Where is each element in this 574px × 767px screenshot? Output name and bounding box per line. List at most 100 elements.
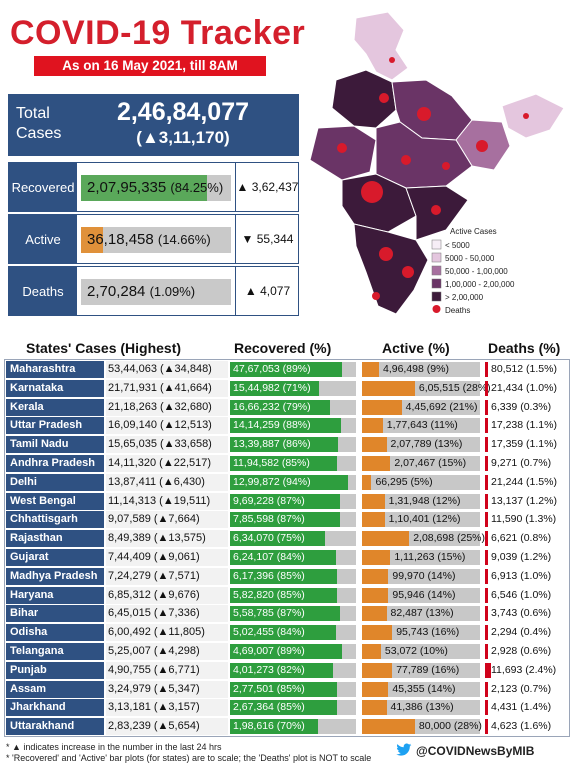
recovered-bar — [230, 474, 356, 490]
summary-row-active: Active 36,18,458 (14.66%) ▼ 55,344 — [8, 214, 299, 264]
table-row: Andhra Pradesh 14,11,320 (▲22,517) 11,94,5… — [6, 455, 568, 473]
state-name: West Bengal — [6, 492, 104, 510]
recovered-bar — [230, 568, 356, 584]
recovered-value: 4,01,273 (82%) — [233, 663, 305, 676]
legend-swatch — [431, 291, 442, 302]
recovered-bar — [230, 681, 356, 697]
active-value: 6,05,515 (28%) — [418, 381, 491, 394]
state-cases: 9,07,589 (▲7,664) — [106, 511, 228, 529]
active-value: 2,07,467 (15%) — [394, 457, 467, 469]
table-row: Rajasthan 8,49,389 (▲13,575) 6,34,070 (75%… — [6, 530, 568, 548]
deaths-value: 9,039 (1.2%) — [491, 551, 552, 563]
recovered-bar — [230, 662, 356, 678]
active-bar-fill — [362, 493, 385, 509]
twitter-handle[interactable]: @COVIDNewsByMIB — [416, 744, 535, 758]
header-deaths: Deaths (%) — [488, 340, 561, 356]
deaths-value: 11,693 (2.4%) — [491, 663, 557, 676]
deaths-value: 80,512 (1.5%) — [491, 363, 557, 375]
state-name: Telangana — [6, 643, 104, 660]
active-bar — [362, 437, 480, 453]
recovered-value: 47,67,053 (89%) — [233, 363, 311, 375]
map-death-circle — [476, 140, 488, 152]
recovered-value: 1,98,616 (70%) — [233, 720, 305, 733]
header-states: States' Cases (Highest) — [26, 340, 182, 356]
state-cases: 53,44,063 (▲34,848) — [106, 361, 228, 378]
legend-deaths-marker — [432, 305, 441, 313]
state-cases: 21,18,263 (▲32,680) — [106, 398, 228, 416]
state-cases: 16,09,140 (▲12,513) — [106, 417, 228, 435]
active-bar-fill — [362, 587, 389, 603]
active-value: 82,487 (13%) — [390, 607, 454, 620]
table-row: Punjab 4,90,755 (▲6,771) 4,01,273 (82%) 77,… — [6, 661, 568, 680]
active-bar — [362, 493, 480, 509]
legend-deaths-label: Deaths — [445, 306, 470, 315]
active-bar — [362, 719, 480, 735]
state-name: Karnataka — [6, 379, 104, 397]
deaths-marker — [485, 700, 488, 716]
active-bar — [362, 625, 480, 641]
recovered-value: 5,02,455 (84%) — [233, 626, 305, 639]
recovered-bar — [230, 625, 356, 641]
summary-bar-fill — [81, 227, 103, 253]
deaths-marker — [485, 437, 488, 453]
active-value: 41,386 (13%) — [390, 701, 454, 714]
recovered-value: 7,85,598 (87%) — [233, 513, 305, 526]
table-row: West Bengal 11,14,313 (▲19,511) 9,69,228 (… — [6, 492, 568, 511]
summary-pct: (14.66%) — [157, 232, 211, 247]
legend-label: 50,000 - 1,00,000 — [445, 267, 508, 276]
table-row: Jharkhand 3,13,181 (▲3,157) 2,67,364 (85%)… — [6, 699, 568, 717]
recovered-bar-fill — [230, 512, 340, 528]
date-banner: As on 16 May 2021, till 8AM — [34, 56, 266, 76]
active-value: 80,000 (28%) — [418, 720, 482, 733]
active-bar-fill — [362, 700, 387, 716]
deaths-marker — [485, 399, 488, 415]
summary-value: 2,70,284 — [87, 283, 146, 300]
recovered-bar — [230, 380, 356, 396]
active-bar-fill — [362, 474, 372, 490]
active-value: 45,355 (14%) — [392, 682, 456, 695]
state-cases: 6,45,015 (▲7,336) — [106, 605, 228, 623]
active-bar-fill — [362, 399, 402, 415]
state-cases: 6,00,492 (▲11,805) — [106, 624, 228, 642]
recovered-bar-fill — [230, 568, 338, 584]
active-value: 1,10,401 (12%) — [388, 513, 461, 526]
state-name: Haryana — [6, 586, 104, 604]
state-cases: 6,85,312 (▲9,676) — [106, 586, 228, 604]
map-regions — [309, 11, 565, 315]
state-name: Madhya Pradesh — [6, 567, 104, 585]
active-bar — [362, 662, 480, 678]
recovered-value: 2,77,501 (85%) — [233, 682, 305, 695]
recovered-bar-fill — [230, 550, 336, 565]
summary-change: ▲ 4,077 — [235, 267, 299, 315]
map-death-circle — [379, 93, 389, 103]
recovered-bar — [230, 531, 356, 547]
recovered-bar — [230, 719, 356, 735]
map-region-south — [353, 223, 429, 315]
deaths-value: 11,590 (1.3%) — [491, 513, 557, 526]
recovered-value: 12,99,872 (94%) — [233, 475, 311, 488]
summary-value: 36,18,458 — [87, 231, 154, 248]
deaths-marker — [485, 380, 488, 396]
recovered-bar-fill — [230, 437, 339, 453]
active-bar — [362, 399, 480, 415]
recovered-bar — [230, 587, 356, 603]
state-cases: 7,44,409 (▲9,061) — [106, 549, 228, 566]
active-bar-fill — [362, 550, 391, 565]
map-region-northwest — [331, 69, 397, 129]
total-cases-panel: Total Cases 2,46,84,077 (▲3,11,170) — [8, 94, 299, 156]
header-recovered: Recovered (%) — [234, 340, 332, 356]
table-row: Odisha 6,00,492 (▲11,805) 5,02,455 (84%) 95… — [6, 624, 568, 642]
active-bar-fill — [362, 606, 387, 622]
recovered-bar-fill — [230, 418, 341, 434]
recovered-value: 2,67,364 (85%) — [233, 701, 305, 714]
table-row: Tamil Nadu 15,65,035 (▲33,658) 13,39,887 (… — [6, 436, 568, 454]
active-bar-fill — [362, 719, 415, 735]
summary-label: Deaths — [9, 267, 77, 315]
deaths-marker — [485, 531, 488, 547]
summary-value-text: 36,18,458 (14.66%) — [87, 227, 211, 253]
active-bar — [362, 681, 480, 697]
map-death-circle — [431, 205, 441, 215]
recovered-bar-fill — [230, 662, 334, 678]
active-value: 2,07,789 (13%) — [390, 438, 463, 451]
map-region-north — [353, 11, 409, 81]
